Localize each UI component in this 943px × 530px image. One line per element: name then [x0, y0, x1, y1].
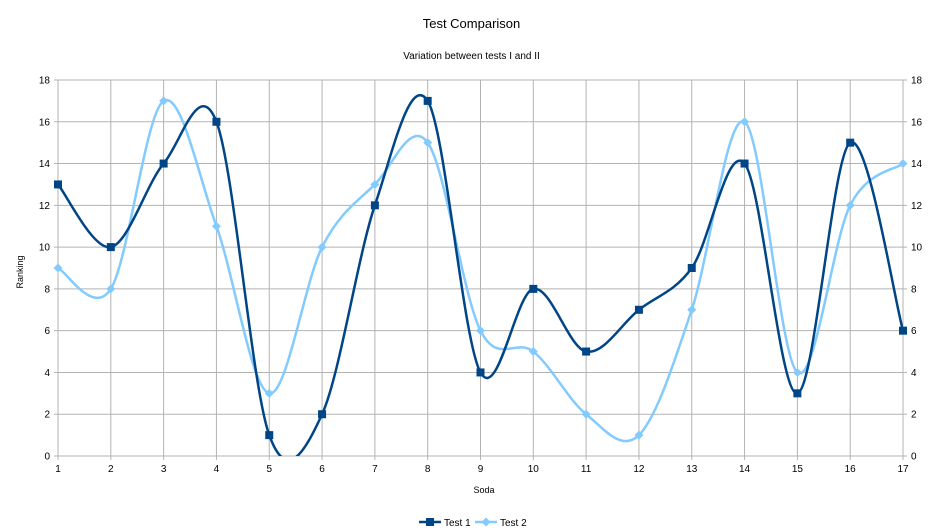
y-tick-label-left: 16 — [39, 117, 51, 128]
y-tick-label-left: 4 — [44, 368, 50, 379]
series-test-2-markers — [53, 96, 908, 440]
series-test-2-line — [58, 98, 903, 443]
y-tick-label-right: 6 — [911, 326, 917, 337]
data-point-square — [846, 138, 855, 147]
data-point-square — [740, 159, 749, 168]
grid — [57, 79, 904, 457]
legend-label: Test 2 — [500, 518, 527, 529]
x-tick-label: 11 — [581, 464, 592, 475]
series-test-2 — [58, 98, 903, 443]
legend-label: Test 1 — [444, 518, 471, 529]
data-point-square — [899, 326, 907, 335]
data-point-square — [265, 431, 274, 440]
y-tick-label-right: 12 — [911, 201, 923, 212]
y-tick-label-left: 6 — [44, 326, 50, 337]
data-point-diamond — [687, 305, 697, 315]
series-test-1-markers — [54, 96, 907, 440]
data-point-diamond — [898, 159, 908, 169]
data-point-square — [687, 264, 696, 272]
series-layer — [53, 93, 908, 456]
x-tick-label: 7 — [372, 464, 378, 475]
data-point-diamond — [581, 409, 591, 419]
x-tick-label: 16 — [845, 464, 857, 475]
data-point-square — [106, 243, 115, 252]
data-point-square — [476, 368, 485, 377]
data-point-diamond — [423, 138, 433, 148]
y-tick-label-right: 14 — [911, 159, 923, 170]
y-tick-label-right: 8 — [911, 284, 917, 295]
y-tick-label-left: 18 — [39, 76, 51, 87]
data-point-square — [318, 410, 327, 419]
data-point-diamond — [740, 117, 750, 127]
x-tick-label: 5 — [266, 464, 272, 475]
y-tick-label-right: 18 — [911, 76, 923, 87]
y-tick-label-right: 0 — [911, 452, 917, 463]
data-point-diamond — [634, 430, 644, 440]
x-tick-label: 9 — [478, 464, 484, 475]
x-tick-label: 2 — [108, 464, 114, 475]
data-point-diamond — [264, 388, 274, 398]
data-point-diamond — [370, 179, 380, 189]
y-tick-label-right: 4 — [911, 368, 917, 379]
x-tick-label: 14 — [739, 464, 751, 475]
y-axis-label: Ranking — [15, 255, 25, 288]
x-tick-label: 4 — [214, 464, 220, 475]
legend-marker-diamond — [481, 517, 491, 527]
data-point-diamond — [211, 221, 221, 231]
y-tick-label-left: 10 — [39, 243, 51, 254]
y-tick-label-left: 8 — [44, 284, 50, 295]
data-point-square — [582, 347, 591, 356]
data-point-square — [793, 389, 802, 398]
data-point-diamond — [159, 96, 169, 106]
x-tick-label: 10 — [528, 464, 540, 475]
y-tick-label-right: 2 — [911, 410, 917, 421]
y-tick-label-right: 10 — [911, 243, 923, 254]
x-axis-label: Soda — [473, 485, 494, 495]
legend: Test 1 Test 2 — [419, 517, 527, 529]
x-tick-label: 12 — [633, 464, 645, 475]
chart-title: Test Comparison — [423, 16, 521, 31]
y-tick-label-left: 14 — [39, 159, 51, 170]
data-point-square — [423, 96, 432, 105]
y-tick-label-left: 2 — [44, 410, 50, 421]
data-point-square — [54, 180, 62, 189]
data-point-diamond — [528, 347, 538, 357]
x-tick-label: 1 — [55, 464, 61, 475]
data-point-diamond — [792, 367, 802, 377]
x-tick-label: 15 — [792, 464, 804, 475]
data-point-square — [529, 284, 538, 293]
data-point-square — [212, 117, 221, 126]
chart-subtitle: Variation between tests I and II — [403, 51, 540, 62]
legend-marker-square — [426, 518, 434, 526]
y-tick-label-right: 16 — [911, 117, 923, 128]
data-point-diamond — [106, 284, 116, 294]
data-point-square — [159, 159, 168, 168]
data-point-diamond — [845, 200, 855, 210]
data-point-square — [634, 305, 643, 314]
data-point-diamond — [317, 242, 327, 252]
x-tick-label: 3 — [161, 464, 167, 475]
data-point-diamond — [53, 263, 63, 273]
data-point-square — [370, 201, 379, 210]
y-tick-label-left: 12 — [39, 201, 51, 212]
x-tick-label: 8 — [425, 464, 431, 475]
x-tick-label: 17 — [897, 464, 909, 475]
y-tick-label-left: 0 — [44, 452, 50, 463]
x-tick-label: 13 — [686, 464, 698, 475]
x-tick-label: 6 — [319, 464, 325, 475]
data-point-diamond — [476, 326, 485, 336]
